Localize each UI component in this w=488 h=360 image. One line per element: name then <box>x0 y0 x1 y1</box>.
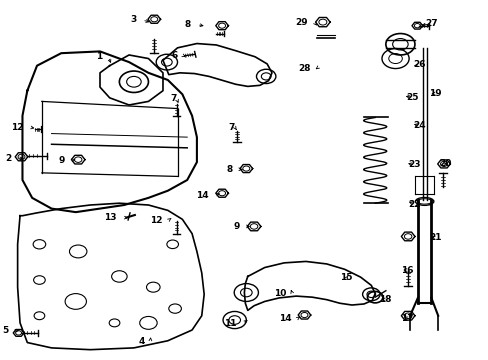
Text: 14: 14 <box>278 314 291 323</box>
Text: 19: 19 <box>428 89 441 98</box>
Text: 25: 25 <box>406 93 418 102</box>
Text: 8: 8 <box>184 20 191 29</box>
Text: 17: 17 <box>401 314 413 323</box>
Text: 4: 4 <box>138 337 144 346</box>
Text: 13: 13 <box>104 213 117 222</box>
Text: 8: 8 <box>226 165 233 174</box>
Text: 7: 7 <box>228 123 234 132</box>
Text: 7: 7 <box>170 94 176 103</box>
Text: 3: 3 <box>130 15 136 24</box>
Text: 22: 22 <box>407 200 420 209</box>
Text: 16: 16 <box>401 266 413 275</box>
Text: 10: 10 <box>274 289 286 298</box>
Text: 14: 14 <box>196 190 208 199</box>
Text: 15: 15 <box>340 273 352 282</box>
Text: 20: 20 <box>438 159 450 168</box>
Text: 21: 21 <box>428 233 441 242</box>
Text: 12: 12 <box>11 123 23 132</box>
Text: 11: 11 <box>224 319 236 328</box>
Text: 12: 12 <box>150 216 163 225</box>
Text: 6: 6 <box>171 51 177 60</box>
Text: 29: 29 <box>295 18 308 27</box>
Text: 28: 28 <box>298 64 310 73</box>
Text: 26: 26 <box>412 60 425 69</box>
Text: 9: 9 <box>59 156 65 165</box>
Text: 9: 9 <box>233 222 239 231</box>
Text: 18: 18 <box>378 295 391 304</box>
Text: 2: 2 <box>5 154 12 163</box>
Text: 27: 27 <box>425 19 437 28</box>
Text: 23: 23 <box>407 161 420 170</box>
Text: 5: 5 <box>2 326 9 335</box>
Text: 1: 1 <box>96 52 102 61</box>
Text: 24: 24 <box>412 121 425 130</box>
